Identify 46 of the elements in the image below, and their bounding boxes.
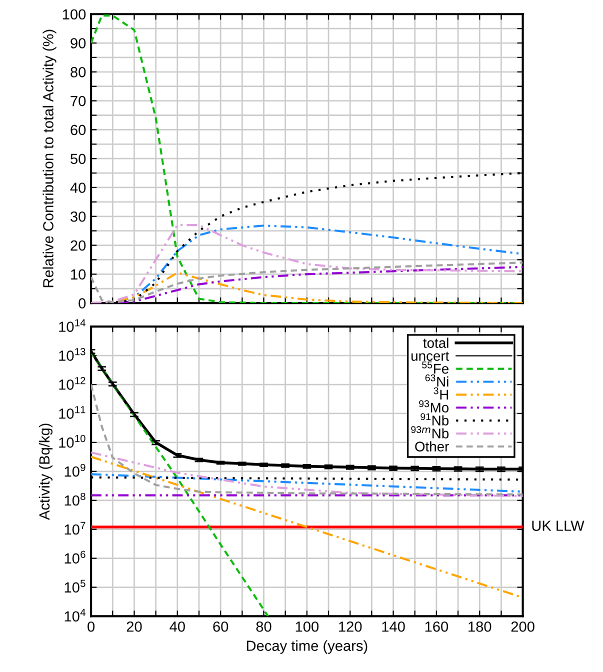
x-tick-label: 140 [382,621,405,632]
y-tick-label: 40 [70,182,86,193]
legend-label: $^{93}$Mo [419,400,449,413]
y-tick-label: 10$^{11}$ [59,406,86,419]
y-tick-label: 60 [70,124,86,136]
x-tick-label: 160 [425,621,448,632]
legend-label: Other [415,441,449,452]
y-tick-label: 10$^{4}$ [64,608,86,622]
x-tick-label: 40 [170,621,185,632]
legend-label: $^{93m}$Nb [411,426,449,438]
y-tick-label: 30 [70,211,86,222]
legend-label: total [423,338,448,348]
y-tick-label: 10$^{12}$ [59,376,86,390]
y-tick-label: 10 [71,269,86,280]
y-tick-label: 20 [70,240,86,251]
x-tick-label: 200 [511,621,534,632]
legend-label: $^{91}$Nb [420,413,449,426]
y-tick-label: 0 [78,298,86,308]
legend-label: $^{3}$H [434,387,448,400]
x-tick-label: 120 [339,621,362,632]
y-tick-label: 10$^{10}$ [59,434,86,448]
legend-label: $^{55}$Fe [422,362,448,374]
ref-line-label: UK LLW [532,520,584,531]
y-tick-label: 10$^{14}$ [59,319,86,332]
y-tick-label: 10$^{9}$ [64,464,86,477]
x-tick-label: 20 [126,621,142,632]
y-tick-label: 80 [70,67,86,78]
legend-label: $^{63}$Ni [425,374,448,386]
y-axis-title: Relative Contribution to total Activity (%) [42,30,56,288]
x-tick-label: 0 [88,621,95,632]
y-axis-title: Activity (Bq/kg) [38,424,52,520]
x-tick-label: 100 [296,621,319,632]
y-tick-label: 10$^{6}$ [64,550,86,564]
y-tick-label: 10$^{8}$ [64,492,86,506]
x-tick-label: 80 [256,621,272,632]
y-tick-label: 10$^{7}$ [64,522,86,535]
legend-label: uncert [411,352,450,361]
x-tick-label: 180 [468,621,492,632]
y-tick-label: 10$^{5}$ [64,580,86,593]
y-tick-label: 100 [62,9,86,20]
y-tick-label: 10$^{13}$ [59,348,86,361]
y-tick-label: 90 [70,38,86,48]
y-tick-label: 50 [70,154,86,164]
y-tick-label: 70 [70,96,86,106]
x-axis-title: Decay time (years) [246,640,368,654]
x-tick-label: 60 [213,621,228,632]
